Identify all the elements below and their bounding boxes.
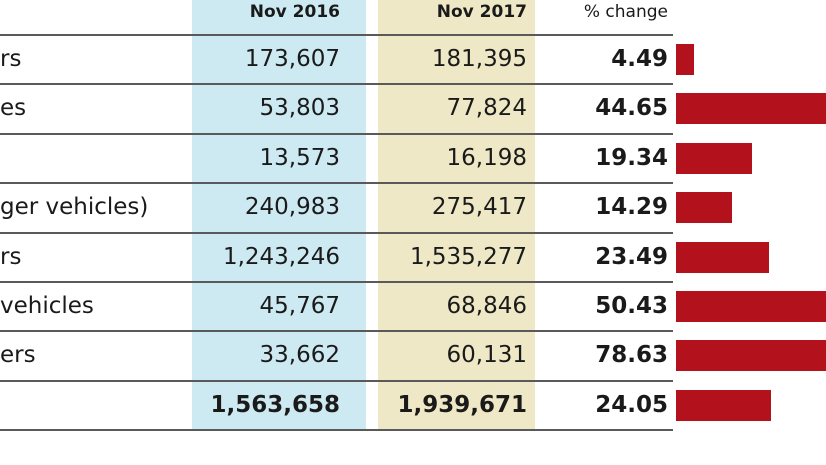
percent-change-bar xyxy=(676,142,753,174)
nov-2016-value: 53,803 xyxy=(259,95,340,122)
nov-2017-value: 68,846 xyxy=(446,293,527,319)
table-row: ger vehicles) 240,983 275,417 14.29 xyxy=(0,183,826,234)
row-label: ger vehicles) xyxy=(0,194,149,221)
nov-2017-value: 16,198 xyxy=(446,144,527,171)
nov-2017-value: 60,131 xyxy=(446,342,527,369)
row-divider xyxy=(0,83,673,86)
nov-2016-value: 1,563,658 xyxy=(210,391,341,418)
nov-2017-value: 1,535,277 xyxy=(409,243,527,270)
table-row: vehicles 45,767 68,846 50.43 xyxy=(0,282,826,333)
row-divider xyxy=(0,34,673,36)
percent-change-value: 44.65 xyxy=(595,95,668,122)
row-divider xyxy=(0,132,673,135)
row-label: es xyxy=(0,95,27,122)
row-label: ers xyxy=(0,342,36,369)
row-label: vehicles xyxy=(0,293,94,319)
nov-2016-value: 240,983 xyxy=(244,194,340,221)
nov-2016-value: 45,767 xyxy=(259,293,340,319)
percent-change-bar xyxy=(676,340,826,372)
row-label: rs xyxy=(0,243,22,270)
nov-2017-value: 1,939,671 xyxy=(397,391,528,418)
header-nov-2016: Nov 2016 xyxy=(249,2,340,22)
percent-change-bar xyxy=(676,192,733,224)
table-row: rs 173,607 181,395 4.49 xyxy=(0,35,826,86)
percent-change-value: 14.29 xyxy=(595,194,668,221)
percent-change-bar xyxy=(676,44,694,75)
table-row: 13,573 16,198 19.34 xyxy=(0,134,826,185)
nov-2017-value: 275,417 xyxy=(431,194,527,221)
nov-2016-value: 1,243,246 xyxy=(222,243,340,270)
percent-change-value: 50.43 xyxy=(595,293,668,319)
nov-2017-value: 77,824 xyxy=(446,95,527,122)
header-nov-2017: Nov 2017 xyxy=(436,2,527,22)
percent-change-value: 24.05 xyxy=(595,391,668,418)
row-divider xyxy=(0,429,673,432)
percent-change-bar xyxy=(676,241,769,273)
percent-change-value: 19.34 xyxy=(595,144,668,171)
table-row: rs 1,243,246 1,535,277 23.49 xyxy=(0,233,826,283)
row-divider xyxy=(0,379,673,382)
header-percent-change: % change xyxy=(583,2,668,22)
nov-2016-value: 33,662 xyxy=(259,342,340,369)
table-row: es 53,803 77,824 44.65 xyxy=(0,84,826,135)
total-row: 1,563,658 1,939,671 24.05 xyxy=(0,381,826,432)
percent-change-value: 4.49 xyxy=(611,46,668,72)
nov-2017-column-background xyxy=(378,0,535,430)
nov-2016-column-background xyxy=(192,0,366,430)
row-label: rs xyxy=(0,46,22,72)
percent-change-value: 23.49 xyxy=(595,243,668,270)
row-divider xyxy=(0,231,673,234)
percent-change-value: 78.63 xyxy=(595,342,668,369)
nov-2016-value: 173,607 xyxy=(244,46,340,72)
row-divider xyxy=(0,330,673,333)
row-divider xyxy=(0,280,673,283)
nov-2017-value: 181,395 xyxy=(431,46,527,72)
nov-2016-value: 13,573 xyxy=(259,144,340,171)
percent-change-bar xyxy=(676,389,771,421)
table-row: ers 33,662 60,131 78.63 xyxy=(0,331,826,382)
percent-change-bar xyxy=(676,291,826,322)
percent-change-bar xyxy=(676,93,826,125)
row-divider xyxy=(0,182,673,185)
